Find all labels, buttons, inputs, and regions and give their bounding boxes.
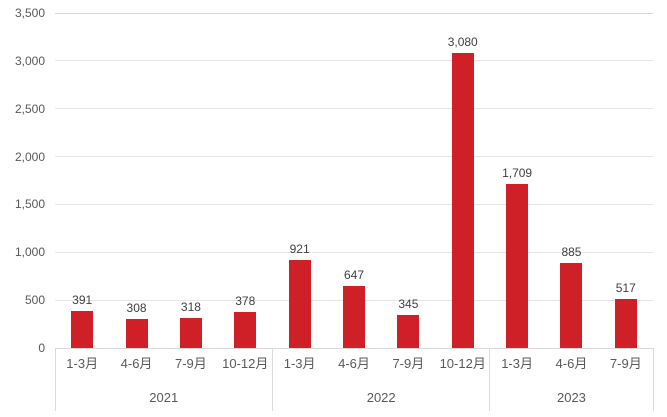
gridline <box>55 12 653 14</box>
gridline <box>55 60 653 62</box>
bar <box>288 259 311 348</box>
x-axis-quarter-label: 10-12月 <box>439 356 486 371</box>
bar <box>71 310 94 348</box>
y-axis-tick-label: 3,000 <box>14 53 45 68</box>
x-axis-year-label: 2023 <box>556 390 586 405</box>
x-axis-quarter-label: 7-9月 <box>175 356 207 371</box>
bar-value-label: 318 <box>180 299 201 314</box>
y-axis-tick-label: 0 <box>38 341 45 355</box>
bar-value-label: 391 <box>72 292 93 307</box>
x-axis-group-divider <box>54 348 56 411</box>
y-axis-tick-label: 2,000 <box>14 149 45 164</box>
bar-value-label: 885 <box>561 245 582 260</box>
y-axis-tick-label: 3,500 <box>14 6 45 20</box>
gridline <box>55 347 653 349</box>
y-axis-tick-label: 1,000 <box>14 245 45 260</box>
bar <box>506 184 529 348</box>
bar <box>125 318 148 348</box>
bar-value-label: 921 <box>289 241 310 256</box>
gridline <box>55 108 653 110</box>
bar <box>560 263 583 348</box>
x-axis-quarter-label: 7-9月 <box>609 356 642 371</box>
bar-value-label: 1,709 <box>502 166 533 181</box>
y-axis-tick-label: 2,500 <box>14 101 45 116</box>
x-axis-quarter-label: 1-3月 <box>66 356 99 371</box>
bar <box>179 317 202 348</box>
x-axis-quarter-label: 4-6月 <box>120 356 153 371</box>
bar-value-label: 378 <box>235 293 256 308</box>
x-axis-group-divider <box>652 348 654 411</box>
bar-value-label: 345 <box>398 296 419 311</box>
bar <box>614 298 637 348</box>
y-axis-tick-label: 1,500 <box>14 197 45 212</box>
bar-value-label: 647 <box>343 268 365 283</box>
x-axis-quarter-label: 4-6月 <box>555 356 588 371</box>
gridline <box>55 203 653 205</box>
x-axis-year-label: 2022 <box>366 390 396 405</box>
bar <box>234 311 257 348</box>
x-axis-quarter-label: 10-12月 <box>222 356 269 371</box>
bar-value-label: 3,080 <box>447 35 478 50</box>
x-axis-group-divider <box>489 348 491 411</box>
x-axis-group-divider <box>271 348 273 411</box>
y-axis-tick-label: 500 <box>24 293 45 308</box>
bar <box>343 286 365 348</box>
bar <box>451 53 474 348</box>
gridline <box>55 156 653 158</box>
x-axis-quarter-label: 1-3月 <box>283 356 316 371</box>
bar-value-label: 517 <box>615 280 636 295</box>
x-axis-quarter-label: 4-6月 <box>338 356 370 371</box>
x-axis-quarter-label: 1-3月 <box>501 356 533 371</box>
bar-value-label: 308 <box>126 300 147 315</box>
x-axis-quarter-label: 7-9月 <box>392 356 425 371</box>
bar <box>397 314 420 348</box>
x-axis-year-label: 2021 <box>149 390 179 405</box>
gridline <box>55 251 653 253</box>
